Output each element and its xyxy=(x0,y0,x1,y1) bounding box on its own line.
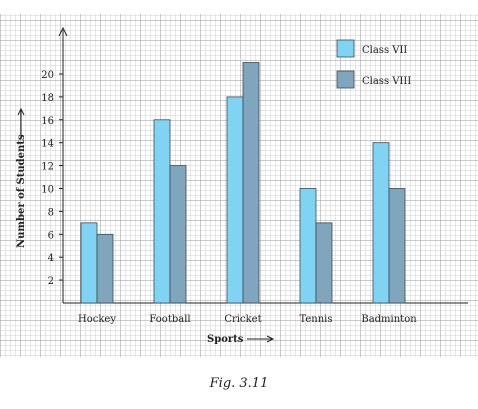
bars xyxy=(80,62,406,304)
y-ticks: 2 4 6 8 10 12 14 16 18 20 xyxy=(41,70,63,287)
y-tick-label: 14 xyxy=(41,139,54,150)
bar-cricket-class-viii xyxy=(242,62,260,304)
y-tick-label: 16 xyxy=(41,116,54,127)
legend-swatch-class-viii xyxy=(336,70,355,89)
y-tick-label: 2 xyxy=(48,276,54,287)
y-axis-arrow xyxy=(58,26,68,37)
y-tick-label: 18 xyxy=(41,93,54,104)
bar-football-class-vii xyxy=(153,119,171,304)
x-axis-title-text: Sports xyxy=(207,334,244,345)
y-tick-label: 20 xyxy=(41,70,54,81)
bar-badminton-class-vii xyxy=(372,142,390,304)
bar-badminton-class-viii xyxy=(388,188,406,304)
figure-caption: Fig. 3.11 xyxy=(209,376,269,391)
y-axis-title-arrow-head xyxy=(17,107,25,116)
y-tick-label: 8 xyxy=(48,207,54,218)
y-tick-label: 12 xyxy=(41,162,54,173)
bar-hockey-class-vii xyxy=(80,222,98,304)
x-category-label: Badminton xyxy=(361,314,417,325)
legend-swatch-class-vii xyxy=(336,39,355,58)
legend-label-class-vii: Class VII xyxy=(362,45,407,56)
x-category-label: Cricket xyxy=(224,314,261,325)
bar-tennis-class-vii xyxy=(299,188,317,304)
y-tick-label: 4 xyxy=(48,253,54,264)
legend-label-class-viii: Class VIII xyxy=(362,76,411,87)
x-axis-title-arrow-head xyxy=(266,335,275,343)
y-axis-title-text: Number of Students xyxy=(16,134,27,248)
bar-chart: 2 4 6 8 10 12 14 16 18 20 Hockey Football Cricket Te… xyxy=(0,14,478,357)
x-category-label: Tennis xyxy=(299,314,332,325)
bar-cricket-class-vii xyxy=(226,96,244,304)
x-axis-title: Sports xyxy=(207,334,275,345)
y-tick-label: 6 xyxy=(48,230,54,241)
x-category-label: Hockey xyxy=(78,314,116,325)
category-labels: Hockey Football Cricket Tennis Badminton xyxy=(78,314,417,325)
legend: Class VII Class VIII xyxy=(336,39,411,89)
bar-football-class-viii xyxy=(169,165,187,304)
y-tick-label: 10 xyxy=(41,185,54,196)
bar-hockey-class-viii xyxy=(96,233,114,304)
y-axis-title: Number of Students xyxy=(16,107,27,248)
x-category-label: Football xyxy=(149,314,190,325)
bar-tennis-class-viii xyxy=(315,222,333,304)
